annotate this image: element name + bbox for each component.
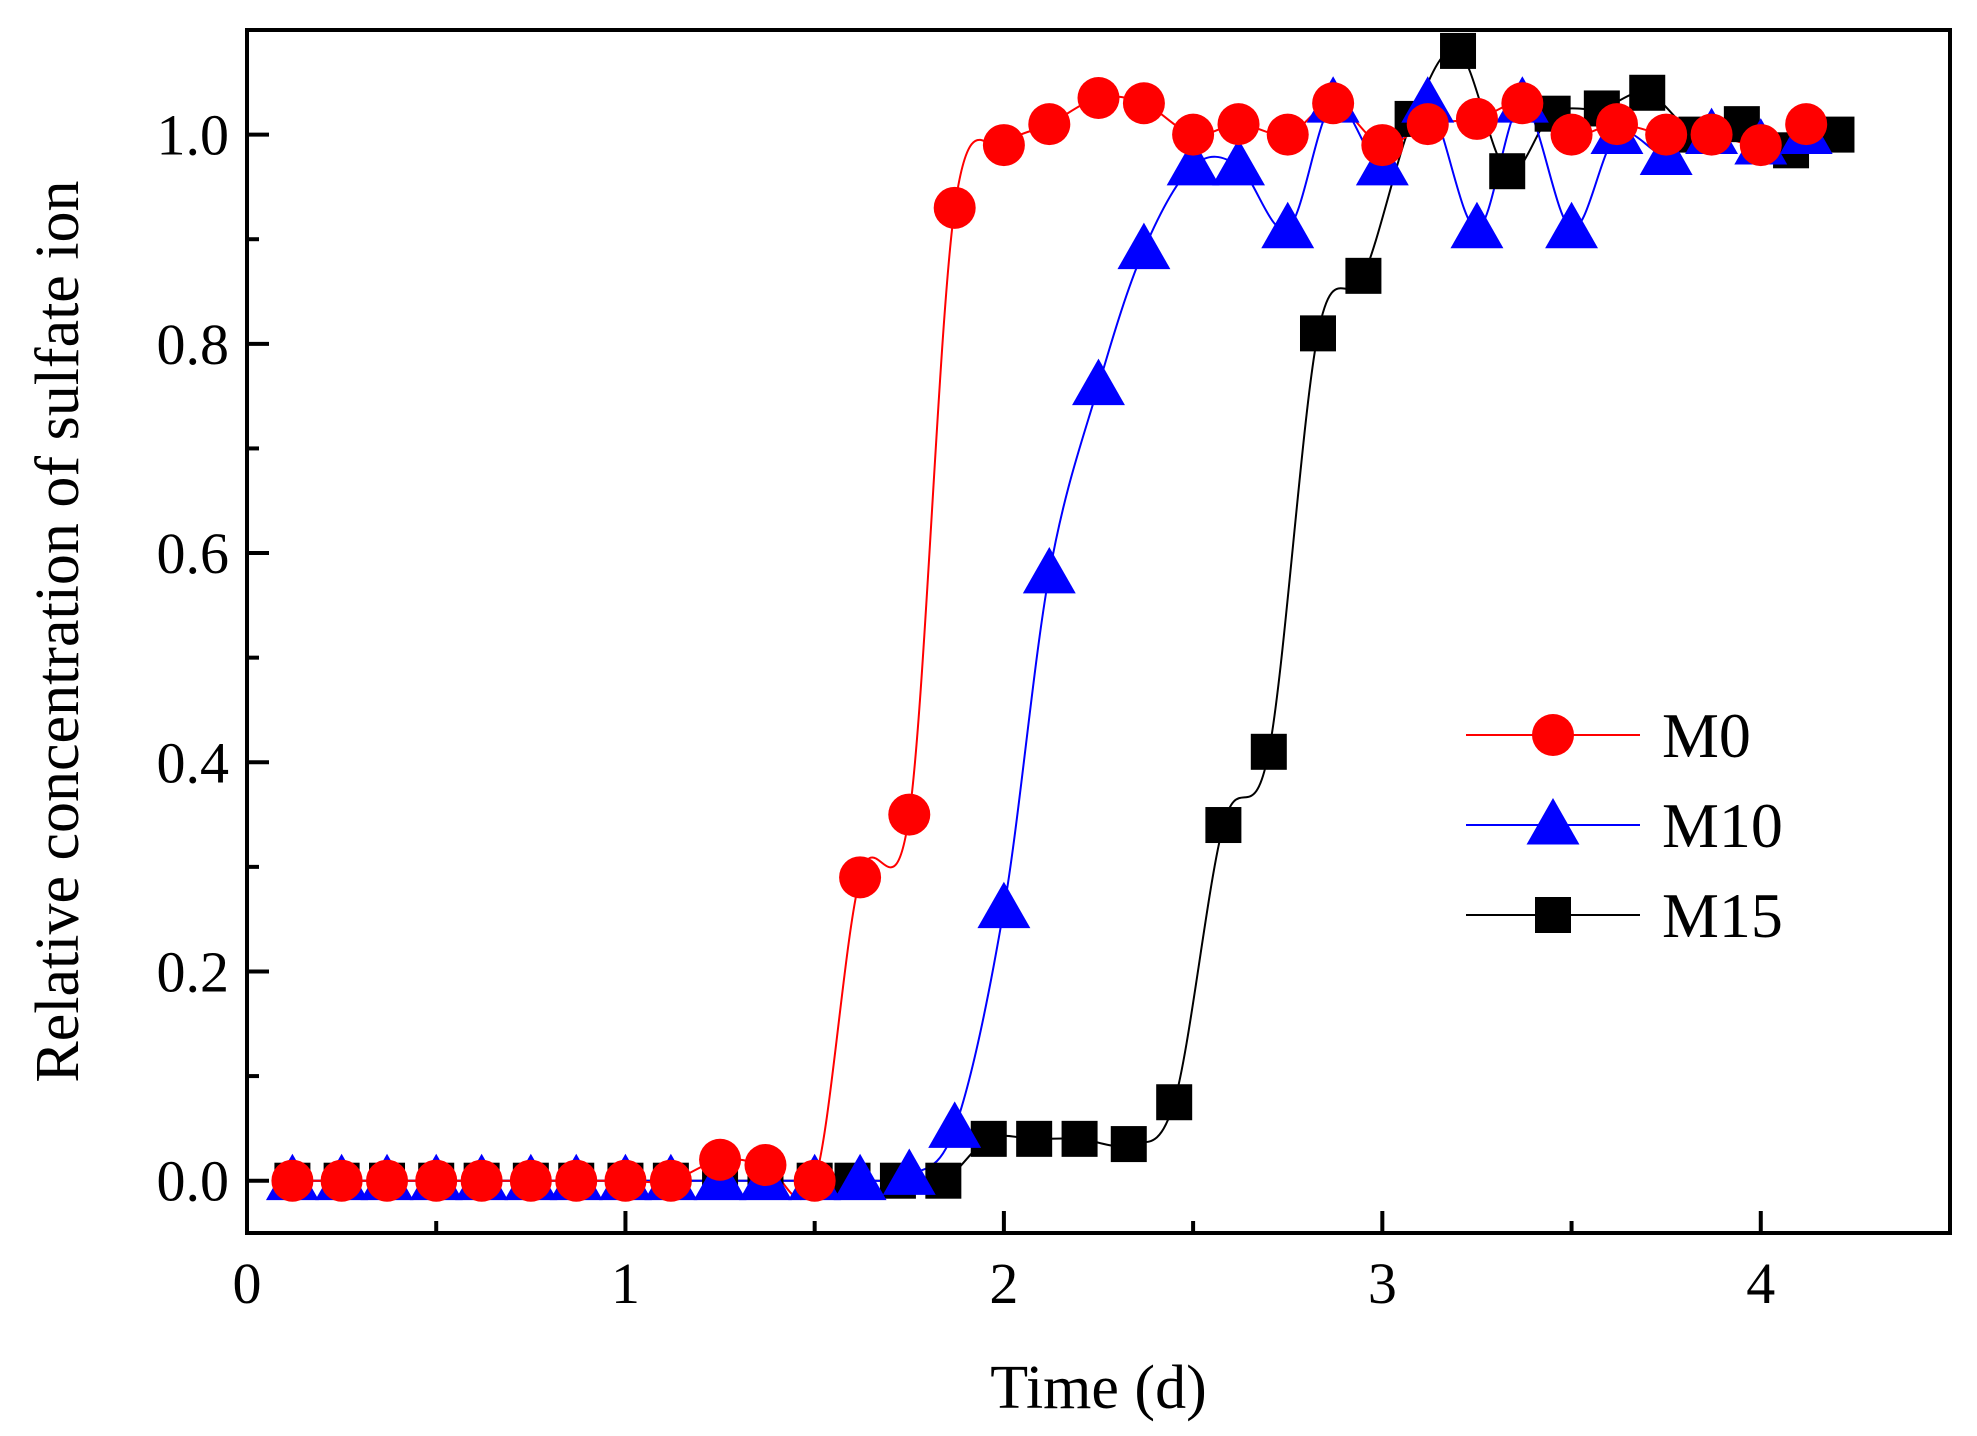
- data-point-M0: [320, 1159, 363, 1202]
- data-point-M10: [1166, 138, 1220, 186]
- data-point-M15: [1016, 1120, 1053, 1157]
- series-line-M0: [292, 95, 1807, 1200]
- data-point-M15: [970, 1120, 1007, 1157]
- data-point-M10: [1117, 222, 1171, 270]
- y-axis-ticks: 0.0 0.2 0.4 0.6 0.8 1.0: [157, 103, 269, 1214]
- data-point-M0: [1312, 82, 1355, 125]
- data-point-M15: [1629, 74, 1666, 111]
- data-point-M15: [1061, 1120, 1098, 1157]
- data-point-M0: [1077, 76, 1120, 119]
- data-point-M10: [1261, 201, 1315, 249]
- data-point-M0: [793, 1159, 836, 1202]
- data-point-M0: [1361, 124, 1404, 167]
- series-line-M15: [292, 48, 1837, 1185]
- data-point-M0: [1785, 103, 1828, 146]
- data-point-M0: [839, 856, 882, 899]
- series-line-M10: [292, 101, 1807, 1183]
- x-tick-label: 3: [1368, 1251, 1397, 1316]
- plot-curves: [292, 48, 1837, 1200]
- data-point-M0: [415, 1159, 458, 1202]
- data-point-M0: [1550, 113, 1593, 156]
- data-point-M0: [744, 1144, 787, 1187]
- data-point-M10: [928, 1101, 982, 1148]
- data-point-M0: [366, 1159, 409, 1202]
- legend-label-M15: M15: [1662, 880, 1783, 951]
- y-tick-label: 1.0: [157, 103, 230, 168]
- data-point-M15: [1440, 32, 1477, 69]
- data-point-M0: [1122, 82, 1165, 125]
- data-point-M15: [1299, 315, 1336, 352]
- x-tick-label: 0: [233, 1251, 262, 1316]
- data-point-M0: [982, 124, 1025, 167]
- data-point-M0: [888, 793, 931, 836]
- y-axis-title: Relative concentration of sulfate ion: [24, 180, 92, 1082]
- data-point-M0: [1690, 113, 1733, 156]
- data-point-M10: [882, 1148, 936, 1195]
- x-tick-label: 2: [989, 1251, 1018, 1316]
- data-point-M10: [1072, 358, 1125, 406]
- legend-marker-M10: [1526, 798, 1580, 845]
- data-point-M15: [1489, 153, 1526, 190]
- data-point-M0: [1645, 113, 1688, 156]
- data-point-M0: [1217, 103, 1260, 146]
- data-point-M0: [604, 1159, 647, 1202]
- data-point-M0: [1501, 82, 1544, 125]
- y-tick-label: 0.6: [157, 521, 230, 586]
- data-point-M0: [649, 1159, 692, 1202]
- data-point-M15: [1345, 257, 1382, 294]
- data-point-M0: [699, 1138, 742, 1181]
- data-point-M10: [1450, 201, 1504, 249]
- data-point-M0: [1739, 124, 1782, 167]
- y-tick-label: 0.4: [157, 730, 230, 795]
- data-point-M0: [1595, 103, 1638, 146]
- data-point-M0: [1028, 103, 1071, 146]
- x-axis-title: Time (d): [990, 1354, 1206, 1422]
- data-point-M0: [1455, 97, 1498, 140]
- legend-marker-M15: [1535, 897, 1571, 933]
- data-point-M0: [460, 1159, 503, 1202]
- data-point-M0: [1172, 113, 1215, 156]
- y-tick-label: 0.8: [157, 312, 230, 377]
- x-tick-label: 1: [611, 1251, 640, 1316]
- data-point-M0: [271, 1159, 314, 1202]
- data-point-M15: [1110, 1126, 1147, 1163]
- y-tick-label: 0.0: [157, 1149, 230, 1214]
- data-point-M0: [1266, 113, 1309, 156]
- legend-label-M0: M0: [1662, 700, 1751, 771]
- data-point-M10: [1022, 546, 1076, 594]
- data-point-M10: [833, 1153, 887, 1201]
- y-tick-label: 0.2: [157, 939, 230, 1004]
- data-point-M0: [509, 1159, 552, 1202]
- data-point-M0: [555, 1159, 598, 1202]
- data-point-M10: [977, 881, 1031, 929]
- data-point-M0: [1406, 103, 1449, 146]
- data-point-M10: [1545, 201, 1599, 249]
- plot-markers: [265, 32, 1855, 1202]
- data-point-M15: [1205, 807, 1242, 844]
- legend: M0 M10 M15: [1466, 700, 1783, 951]
- data-point-M15: [1250, 733, 1287, 770]
- legend-label-M10: M10: [1662, 790, 1783, 861]
- data-point-M10: [1212, 138, 1265, 186]
- x-axis-ticks: 0 1 2 3 4: [233, 1211, 1775, 1316]
- x-tick-label: 4: [1746, 1251, 1775, 1316]
- data-point-M0: [933, 186, 976, 229]
- plot-frame: [245, 28, 1952, 1235]
- data-point-M15: [1156, 1084, 1193, 1121]
- legend-marker-M0: [1532, 714, 1574, 756]
